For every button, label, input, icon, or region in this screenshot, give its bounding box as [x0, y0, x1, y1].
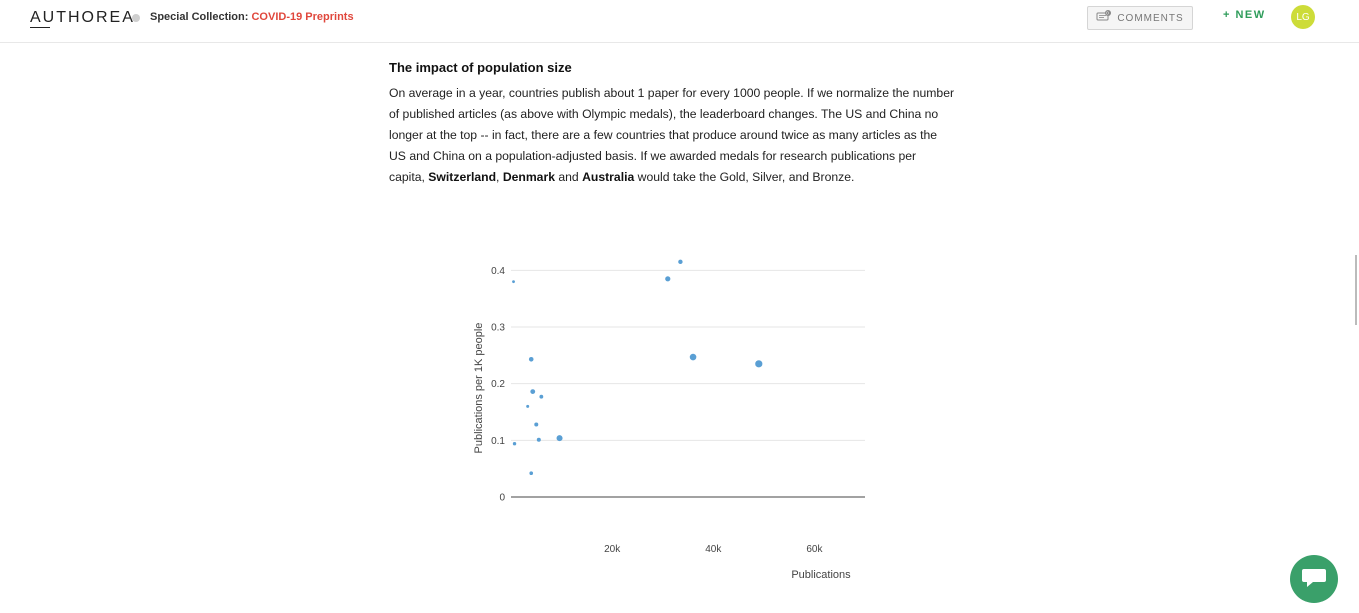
- y-tick-label: 0.4: [491, 266, 505, 277]
- chat-icon: [1301, 566, 1327, 593]
- data-point[interactable]: [526, 404, 530, 408]
- data-point[interactable]: [665, 276, 671, 282]
- collection-name[interactable]: COVID-19 Preprints: [251, 11, 354, 23]
- user-avatar[interactable]: LG: [1291, 5, 1315, 29]
- country-bronze: Australia: [582, 170, 635, 184]
- country-silver: Denmark: [502, 170, 555, 184]
- special-collection-link[interactable]: Special Collection: COVID-19 Preprints: [150, 11, 354, 23]
- x-axis-ticks: 20k 40k 60k: [604, 544, 823, 555]
- x-tick-label: 40k: [705, 544, 722, 555]
- data-point[interactable]: [536, 437, 541, 442]
- y-tick-label: 0.2: [491, 379, 505, 390]
- data-point[interactable]: [689, 353, 697, 361]
- collection-prefix: Special Collection:: [150, 11, 249, 23]
- comments-label: COMMENTS: [1117, 12, 1184, 24]
- logo-underline: [30, 27, 50, 28]
- y-tick-label: 0: [499, 493, 505, 504]
- separator-dot: [132, 14, 140, 22]
- country-gold: Switzerland: [428, 170, 497, 184]
- data-point[interactable]: [512, 442, 517, 446]
- y-tick-label: 0.3: [491, 323, 505, 334]
- paragraph-separator-1: ,: [496, 170, 503, 184]
- y-tick-label: 0.1: [491, 436, 505, 447]
- paragraph-text-1: On average in a year, countries publish …: [389, 86, 955, 184]
- comments-count: 0: [1107, 11, 1111, 16]
- data-point[interactable]: [556, 435, 563, 442]
- comments-button[interactable]: 0 COMMENTS: [1087, 6, 1193, 30]
- comments-icon: 0: [1096, 10, 1112, 26]
- section-heading: The impact of population size: [389, 60, 572, 75]
- paragraph-text-2: would take the Gold, Silver, and Bronze.: [634, 170, 855, 184]
- scrollbar-thumb[interactable]: [1355, 255, 1357, 325]
- y-axis-ticks: 0 0.1 0.2 0.3 0.4: [491, 266, 505, 504]
- data-point[interactable]: [755, 360, 763, 368]
- x-axis-label: Publications: [791, 569, 851, 581]
- data-point[interactable]: [512, 280, 515, 284]
- scatter-chart: 0 0.1 0.2 0.3 0.4 20k 40k 60k Publications Pub…: [473, 259, 865, 581]
- data-point[interactable]: [539, 394, 544, 399]
- data-point[interactable]: [528, 357, 534, 362]
- new-button[interactable]: + NEW: [1223, 9, 1266, 21]
- data-point[interactable]: [530, 389, 536, 394]
- x-tick-label: 60k: [806, 544, 823, 555]
- top-bar: AUTHOREA Special Collection: COVID-19 Pr…: [0, 0, 1359, 43]
- data-points: [512, 259, 763, 475]
- chat-button[interactable]: [1290, 555, 1338, 603]
- article-paragraph: On average in a year, countries publish …: [389, 83, 955, 188]
- authorea-logo[interactable]: AUTHOREA: [30, 9, 135, 26]
- data-point[interactable]: [534, 422, 539, 427]
- x-tick-label: 20k: [604, 544, 621, 555]
- y-axis-label: Publications per 1K people: [473, 323, 485, 454]
- data-point[interactable]: [529, 471, 534, 475]
- grid-lines: [511, 269, 865, 498]
- data-point[interactable]: [678, 259, 683, 265]
- paragraph-separator-2: and: [554, 170, 583, 184]
